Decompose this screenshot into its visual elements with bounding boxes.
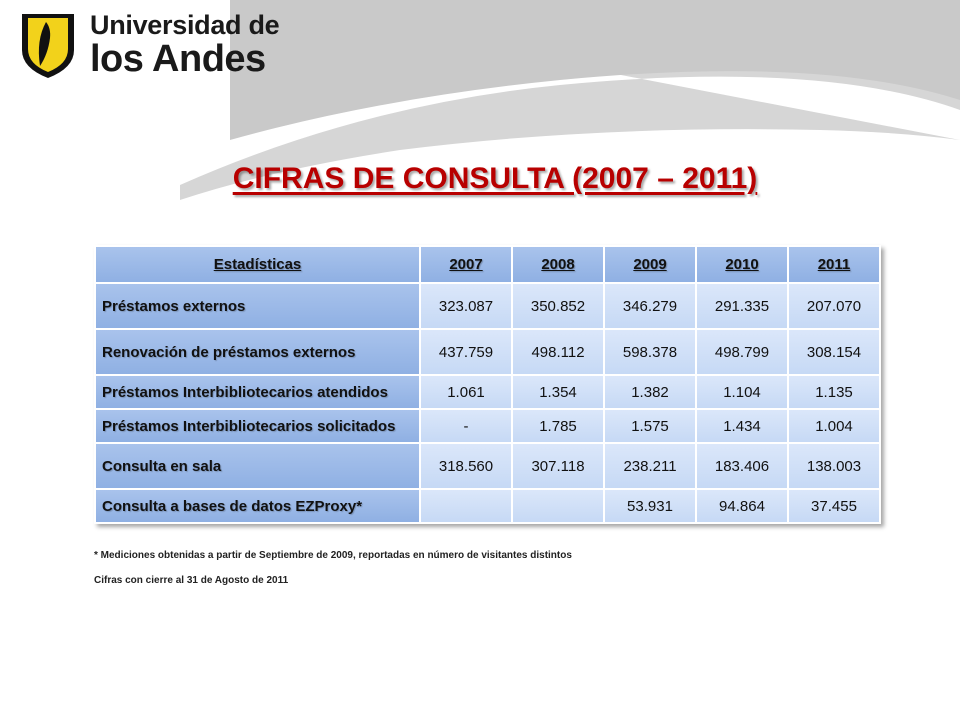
table-cell: 1.785 — [511, 408, 605, 444]
table-row: Renovación de préstamos externos 437.759… — [94, 328, 881, 376]
table-cell: 308.154 — [787, 328, 881, 376]
university-logo: Universidad de los Andes — [18, 10, 280, 80]
column-header: Estadísticas — [94, 245, 421, 284]
table-header-row: Estadísticas 2007 2008 2009 2010 2011 — [94, 245, 881, 284]
table-cell: 437.759 — [419, 328, 513, 376]
table-cell: 94.864 — [695, 488, 789, 524]
logo-line-1: Universidad de — [90, 10, 280, 40]
page-title: CIFRAS DE CONSULTA (2007 – 2011) — [232, 162, 758, 195]
table-cell: 1.104 — [695, 374, 789, 410]
row-label: Préstamos externos — [94, 282, 421, 330]
table-cell: 53.931 — [603, 488, 697, 524]
table-cell: 1.434 — [695, 408, 789, 444]
table-cell: 291.335 — [695, 282, 789, 330]
row-label: Préstamos Interbibliotecarios solicitado… — [94, 408, 421, 444]
column-header: 2007 — [419, 245, 513, 284]
table-cell: 37.455 — [787, 488, 881, 524]
footnote-cutoff-date: Cifras con cierre al 31 de Agosto de 201… — [94, 575, 289, 586]
table-cell: 307.118 — [511, 442, 605, 490]
table-row: Préstamos Interbibliotecarios solicitado… — [94, 408, 881, 444]
table-cell: 498.112 — [511, 328, 605, 376]
table-cell: 183.406 — [695, 442, 789, 490]
table-cell: - — [419, 408, 513, 444]
table-cell: 207.070 — [787, 282, 881, 330]
table-cell: 1.135 — [787, 374, 881, 410]
table-cell: 1.004 — [787, 408, 881, 444]
table-cell: 1.354 — [511, 374, 605, 410]
footnote-ezproxy: * Mediciones obtenidas a partir de Septi… — [94, 550, 572, 561]
table-cell: 350.852 — [511, 282, 605, 330]
table-cell: 238.211 — [603, 442, 697, 490]
table-row: Consulta en sala 318.560 307.118 238.211… — [94, 442, 881, 490]
table-row: Consulta a bases de datos EZProxy* 53.93… — [94, 488, 881, 524]
table-cell: 1.382 — [603, 374, 697, 410]
table-cell: 498.799 — [695, 328, 789, 376]
logo-line-2: los Andes — [90, 38, 266, 80]
table-cell — [419, 488, 513, 524]
row-label: Consulta a bases de datos EZProxy* — [94, 488, 421, 524]
shield-emblem-icon — [22, 14, 74, 78]
table-cell: 318.560 — [419, 442, 513, 490]
table-cell — [511, 488, 605, 524]
table-row: Préstamos Interbibliotecarios atendidos … — [94, 374, 881, 410]
column-header: 2008 — [511, 245, 605, 284]
statistics-table: Estadísticas 2007 2008 2009 2010 2011 Pr… — [94, 245, 881, 524]
column-header: 2010 — [695, 245, 789, 284]
row-label: Renovación de préstamos externos — [94, 328, 421, 376]
column-header: 2011 — [787, 245, 881, 284]
table-cell: 138.003 — [787, 442, 881, 490]
table-cell: 1.061 — [419, 374, 513, 410]
table-cell: 346.279 — [603, 282, 697, 330]
column-header: 2009 — [603, 245, 697, 284]
table-row: Préstamos externos 323.087 350.852 346.2… — [94, 282, 881, 330]
table-cell: 598.378 — [603, 328, 697, 376]
row-label: Préstamos Interbibliotecarios atendidos — [94, 374, 421, 410]
table-cell: 1.575 — [603, 408, 697, 444]
table-cell: 323.087 — [419, 282, 513, 330]
row-label: Consulta en sala — [94, 442, 421, 490]
